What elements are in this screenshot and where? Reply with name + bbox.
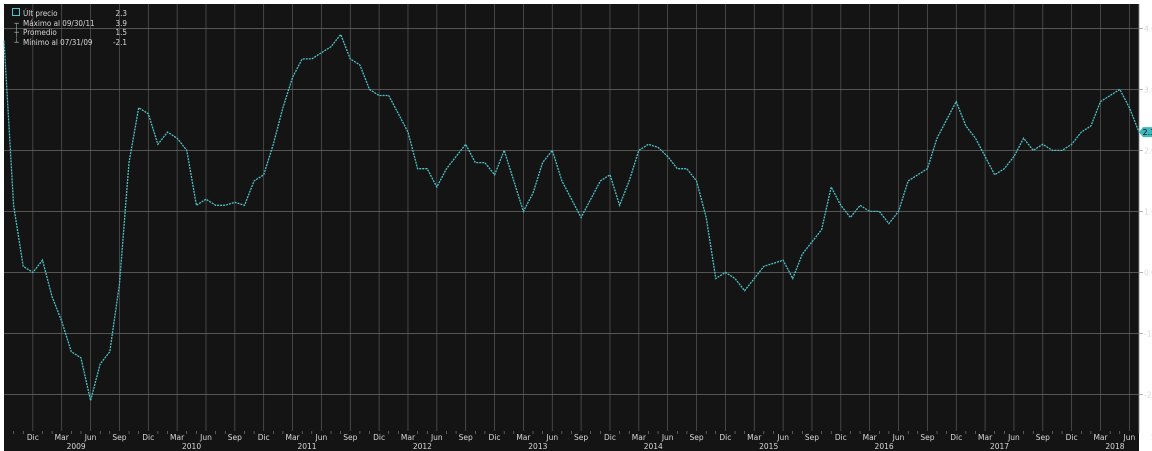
min-marker-icon: ┴ [14, 37, 19, 47]
x-tick-label: Sep [228, 433, 242, 442]
x-year-label: 2011 [297, 442, 316, 451]
y-tick-label: -2.0 [1144, 390, 1152, 399]
x-tick-label: Sep [920, 433, 934, 442]
x-tick-label: Sep [459, 433, 473, 442]
x-tick-label: Sep [112, 433, 126, 442]
legend-item-minimo: ┴ Mínimo al 07/31/09 -2.1 [10, 38, 127, 48]
legend-value: 2.3 [115, 8, 127, 18]
legend: Últ precio 2.3 ┬ Máximo al 09/30/11 3.9 … [10, 8, 127, 47]
x-tick-label: Jun [315, 433, 328, 442]
x-tick-label: Mar [55, 433, 70, 442]
x-tick-label: Mar [516, 433, 531, 442]
legend-label: Últ precio [23, 8, 58, 18]
x-tick-label: Dic [489, 433, 501, 442]
x-tick-label: Sep [343, 433, 357, 442]
x-year-label: 2012 [413, 442, 432, 451]
line-swatch-icon [10, 8, 23, 19]
legend-item-ult-precio: Últ precio 2.3 [10, 8, 127, 19]
legend-value: 3.9 [115, 18, 127, 28]
x-year-label: 2014 [644, 442, 663, 451]
x-axis-ticks: Dic Mar Jun Sep Dic Mar Jun Sep Dic Mar Jun Sep Dic M… [13, 431, 1152, 451]
y-tick-label: 2.0 [1144, 146, 1152, 155]
vertical-gridlines [32, 4, 1130, 431]
x-tick-label: Mar [863, 433, 878, 442]
x-tick-label: Jun [892, 433, 905, 442]
x-year-label: 2017 [990, 442, 1009, 451]
x-tick-label: Mar [747, 433, 762, 442]
x-tick-label: Mar [170, 433, 185, 442]
x-tick-label: Jun [661, 433, 674, 442]
x-tick-label: Mar [978, 433, 993, 442]
x-tick-label: Jun [1007, 433, 1020, 442]
max-marker-icon: ┬ [14, 18, 19, 28]
x-tick-label: Dic [950, 433, 962, 442]
x-year-label: 2018 [1105, 442, 1124, 451]
y-tick-label: 1.0 [1144, 207, 1152, 216]
legend-label: Máximo al 09/30/11 [23, 18, 95, 28]
legend-item-promedio: ┼ Promedio 1.5 [10, 28, 127, 38]
legend-label: Mínimo al 07/31/09 [23, 37, 93, 47]
x-tick-label: Dic [373, 433, 385, 442]
x-year-label: 2016 [875, 442, 894, 451]
x-tick-label: Jun [84, 433, 97, 442]
x-tick-label: Mar [285, 433, 300, 442]
x-tick-label: Mar [401, 433, 416, 442]
legend-item-maximo: ┬ Máximo al 09/30/11 3.9 [10, 19, 127, 29]
y-axis-ticks: 4.0 3.0 2.0 1.0 0.0 -1.0 -2.0 [1139, 24, 1152, 399]
x-tick-label: Mar [632, 433, 647, 442]
x-tick-label: Jun [1123, 433, 1136, 442]
x-tick-label: Dic [719, 433, 731, 442]
legend-label: Promedio [23, 28, 57, 37]
y-tick-label: 0.0 [1144, 268, 1152, 277]
legend-value: -2.1 [112, 37, 127, 47]
x-axis-band [4, 431, 1139, 451]
y-tick-label: -1.0 [1144, 329, 1152, 338]
x-year-label: 2009 [67, 442, 86, 451]
last-price-badge-shape [1139, 127, 1152, 138]
plot-area [4, 4, 1139, 431]
x-tick-label: Dic [27, 433, 39, 442]
x-year-label: 2013 [528, 442, 547, 451]
last-price-badge-text: 2.3 [1143, 128, 1152, 137]
x-tick-label: Mar [1093, 433, 1108, 442]
last-price-badge: 2.3 [1139, 127, 1152, 138]
x-tick-label: Dic [142, 433, 154, 442]
x-tick-label: Sep [574, 433, 588, 442]
x-tick-label: Jun [199, 433, 212, 442]
horizontal-gridlines [4, 4, 1140, 431]
x-year-label: 2015 [759, 442, 778, 451]
x-tick-label: Jun [776, 433, 789, 442]
y-tick-label: 3.0 [1144, 85, 1152, 94]
x-tick-label: Sep [1036, 433, 1050, 442]
x-tick-label: Sep [805, 433, 819, 442]
x-tick-label: Dic [604, 433, 616, 442]
x-year-label: 2010 [182, 442, 201, 451]
legend-value: 1.5 [115, 28, 127, 37]
average-marker-icon: ┼ [14, 28, 19, 37]
x-tick-label: Dic [258, 433, 270, 442]
x-tick-label: Dic [835, 433, 847, 442]
x-tick-label: Dic [1066, 433, 1078, 442]
y-tick-label: 4.0 [1144, 24, 1152, 33]
x-tick-label: Jun [545, 433, 558, 442]
x-tick-label: Jun [430, 433, 443, 442]
series-line-ult-precio [3, 33, 1140, 401]
x-tick-label: Sep [689, 433, 703, 442]
